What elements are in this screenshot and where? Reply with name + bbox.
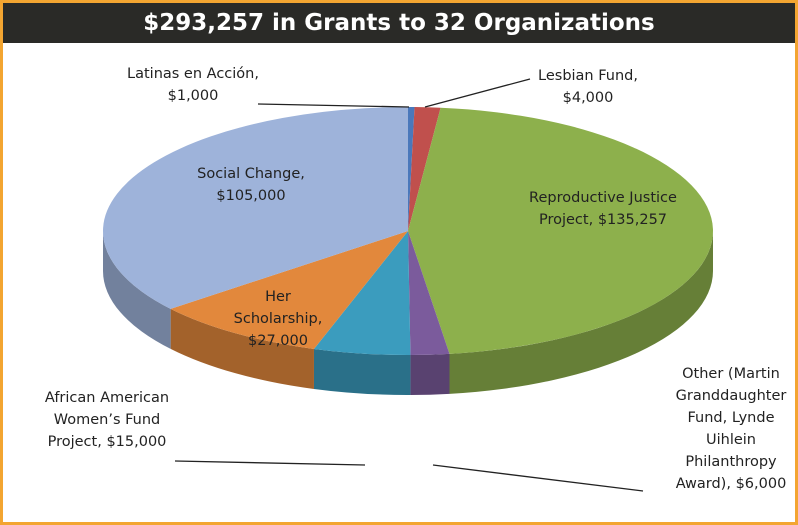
slice-value: $4,000 — [562, 90, 614, 106]
slice-side — [449, 231, 713, 394]
slice-name: Her Scholarship, — [233, 289, 323, 327]
slice-side — [313, 348, 411, 395]
slice-value: $6,000 — [735, 476, 787, 492]
slice-name: Latinas en Acción, — [127, 66, 259, 82]
slice-value: $27,000 — [248, 333, 308, 349]
slice-side — [410, 353, 450, 395]
leader-line — [424, 78, 531, 108]
leader-line — [174, 460, 366, 466]
slice-label: Other (Martin Granddaughter Fund, Lynde … — [664, 363, 796, 495]
slice — [408, 107, 441, 231]
slice-name: African American Women’s Fund Project, — [44, 390, 170, 450]
leader-line — [257, 103, 410, 108]
slice-label: Lesbian Fund, $4,000 — [523, 65, 653, 109]
slice-value: $1,000 — [167, 88, 219, 104]
slice-name: Reproductive Justice Project, — [529, 190, 677, 228]
slice — [408, 107, 713, 354]
slice-label: Latinas en Acción, $1,000 — [123, 63, 263, 107]
pie-area — [102, 78, 713, 492]
slice — [170, 231, 408, 349]
slice-name: Social Change, — [197, 166, 305, 182]
slice-label: African American Women’s Fund Project, $… — [37, 387, 177, 453]
slice-label: Her Scholarship, $27,000 — [222, 286, 334, 352]
slice-value: $105,000 — [216, 188, 286, 204]
slice — [313, 231, 411, 355]
slice-label: Reproductive Justice Project, $135,257 — [523, 187, 683, 231]
slice-value: $15,000 — [106, 434, 167, 450]
slice-side — [103, 231, 171, 349]
slice — [408, 231, 450, 355]
slice-value: $135,257 — [597, 212, 668, 228]
slice-name: Lesbian Fund, — [538, 68, 638, 84]
slice — [408, 107, 415, 231]
slice-name: Other (Martin Granddaughter Fund, Lynde … — [675, 366, 787, 492]
slice-label: Social Change, $105,000 — [181, 163, 321, 207]
chart-title: $293,257 in Grants to 32 Organizations — [3, 3, 795, 43]
slice — [102, 107, 408, 309]
slice-side — [170, 308, 314, 389]
leader-line — [432, 464, 644, 492]
